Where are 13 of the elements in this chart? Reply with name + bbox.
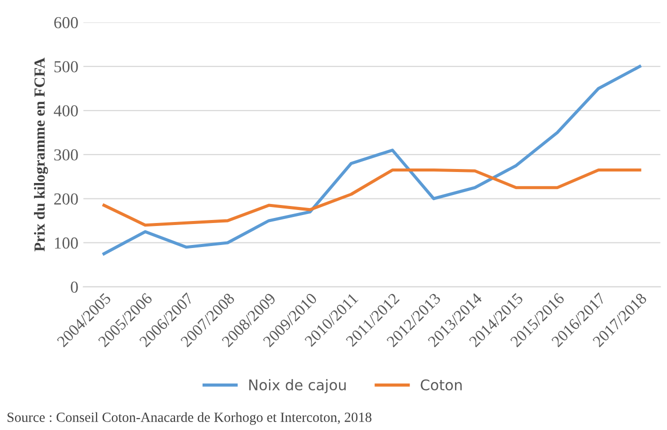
legend-label: Coton xyxy=(420,379,462,390)
y-tick-label: 100 xyxy=(54,237,78,249)
y-tick-label: 400 xyxy=(54,105,78,116)
y-tick-label: 600 xyxy=(54,17,78,28)
y-tick-label: 500 xyxy=(54,61,78,72)
y-tick-label: 0 xyxy=(70,282,78,293)
y-tick-label: 200 xyxy=(54,193,78,205)
y-axis-title: Prix du kilogramme en FCFA xyxy=(34,58,48,252)
y-tick-label: 300 xyxy=(54,149,78,161)
legend-label: Noix de cajou xyxy=(249,379,346,394)
source-note: Source : Conseil Coton-Anacarde de Korhogo et Intercoton, 2018 xyxy=(8,412,372,425)
line-series xyxy=(102,168,642,227)
line-series xyxy=(102,64,642,256)
